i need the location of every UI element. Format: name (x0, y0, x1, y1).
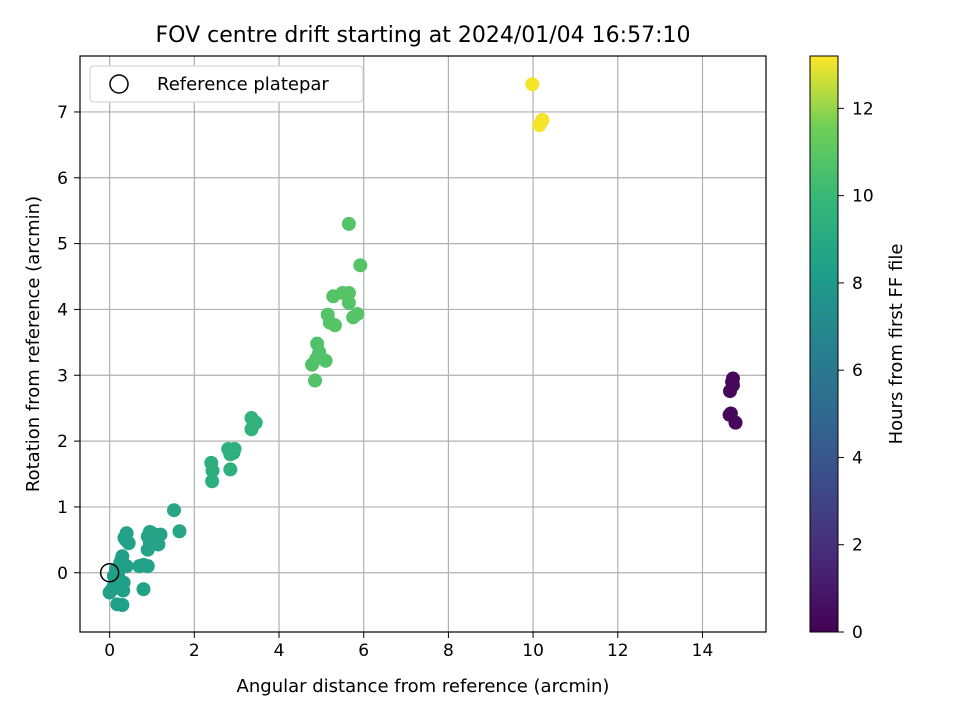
y-axis-label: Rotation from reference (arcmin) (23, 196, 44, 492)
data-point (327, 318, 342, 333)
x-axis-ticks: 0 2 4 6 8 10 12 14 (104, 632, 713, 661)
data-point (350, 307, 365, 322)
data-point (136, 582, 151, 597)
data-point (205, 474, 220, 489)
colorbar-label: Hours from first FF file (886, 244, 907, 445)
data-point (341, 295, 356, 310)
x-tick-label: 0 (104, 641, 115, 661)
data-points (102, 77, 743, 613)
x-tick-label: 4 (274, 641, 285, 661)
x-tick-label: 14 (692, 641, 714, 661)
legend-marker (109, 74, 129, 94)
data-point (308, 373, 323, 388)
data-point (341, 285, 356, 300)
grid (80, 56, 766, 632)
data-point (121, 536, 136, 551)
legend-entry: Reference platepar (157, 74, 329, 95)
y-tick-label: 5 (57, 235, 68, 255)
data-point (227, 441, 242, 456)
data-point (115, 598, 130, 613)
data-point (205, 463, 220, 478)
y-tick-label: 7 (57, 103, 68, 123)
data-point (318, 353, 333, 368)
x-tick-label: 10 (522, 641, 544, 661)
x-tick-label: 8 (443, 641, 454, 661)
data-point (728, 415, 743, 430)
x-tick-label: 12 (607, 641, 629, 661)
x-axis-label: Angular distance from reference (arcmin) (237, 676, 610, 697)
y-tick-label: 3 (57, 366, 68, 386)
colorbar-tick-label: 8 (852, 274, 863, 294)
y-tick-label: 0 (57, 564, 68, 584)
colorbar-tick-label: 0 (852, 623, 863, 643)
data-point (167, 503, 182, 518)
y-tick-label: 2 (57, 432, 68, 452)
y-axis-ticks: 0 1 2 3 4 5 6 7 (57, 103, 80, 584)
legend: Reference platepar (89, 65, 364, 103)
reference-marker (99, 563, 120, 583)
plot-frame (79, 55, 767, 633)
data-point (119, 559, 134, 574)
data-point (140, 559, 155, 574)
colorbar-tick-label: 4 (852, 448, 863, 468)
colorbar-tick-label: 6 (852, 361, 863, 381)
chart-title: FOV centre drift starting at 2024/01/04 … (156, 23, 691, 48)
data-point (248, 415, 263, 430)
legend-box (89, 65, 364, 103)
data-point (525, 77, 540, 92)
data-point (310, 336, 325, 351)
x-tick-label: 2 (189, 641, 200, 661)
data-point (108, 562, 123, 577)
data-point (341, 216, 356, 231)
y-tick-label: 6 (57, 169, 68, 189)
colorbar-tick-label: 10 (852, 187, 874, 207)
colorbar (809, 55, 839, 633)
data-point (172, 524, 187, 539)
colorbar-tick-label: 12 (852, 99, 874, 119)
x-tick-label: 6 (358, 641, 369, 661)
data-point (723, 384, 738, 399)
data-point (535, 112, 550, 127)
data-point (223, 462, 238, 477)
data-point (153, 527, 168, 542)
colorbar-ticks: 0 2 4 6 8 10 12 (838, 99, 874, 643)
y-tick-label: 4 (57, 300, 68, 320)
colorbar-tick-label: 2 (852, 536, 863, 556)
data-point (353, 258, 368, 273)
y-tick-label: 1 (57, 498, 68, 518)
